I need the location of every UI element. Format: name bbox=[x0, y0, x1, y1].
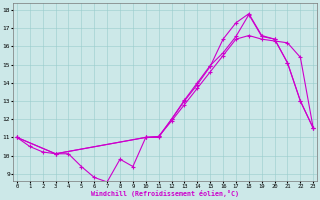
X-axis label: Windchill (Refroidissement éolien,°C): Windchill (Refroidissement éolien,°C) bbox=[91, 190, 239, 197]
